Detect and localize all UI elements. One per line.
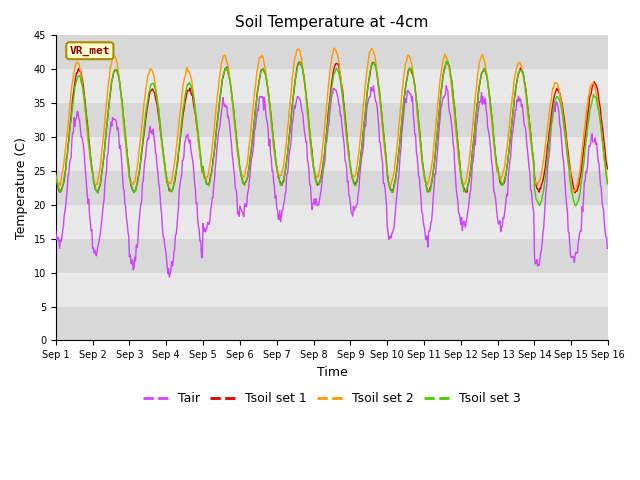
Bar bbox=[56, 307, 608, 340]
Y-axis label: Temperature (C): Temperature (C) bbox=[15, 137, 28, 239]
Bar bbox=[56, 171, 608, 205]
Legend: Tair, Tsoil set 1, Tsoil set 2, Tsoil set 3: Tair, Tsoil set 1, Tsoil set 2, Tsoil se… bbox=[138, 387, 525, 410]
Bar bbox=[56, 69, 608, 103]
Bar bbox=[56, 239, 608, 273]
Title: Soil Temperature at -4cm: Soil Temperature at -4cm bbox=[236, 15, 429, 30]
Text: VR_met: VR_met bbox=[70, 46, 110, 56]
Bar bbox=[56, 103, 608, 137]
Bar bbox=[56, 205, 608, 239]
Bar bbox=[56, 137, 608, 171]
Bar bbox=[56, 36, 608, 69]
Bar bbox=[56, 273, 608, 307]
X-axis label: Time: Time bbox=[317, 366, 348, 379]
